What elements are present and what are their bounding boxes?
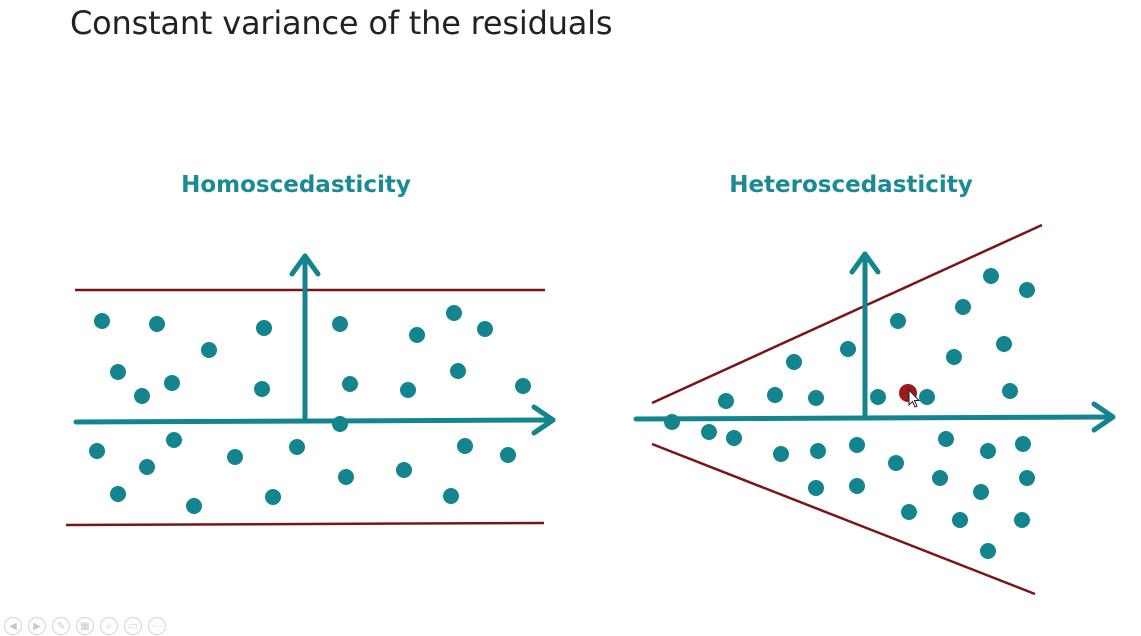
residual-point (89, 443, 105, 459)
y-axis-arrow (289, 253, 321, 424)
residual-point (973, 484, 989, 500)
residual-point (888, 455, 904, 471)
x-axis-arrow (73, 404, 556, 436)
heteroscedasticity-title: Heteroscedasticity (729, 172, 973, 198)
residual-point (938, 431, 954, 447)
residual-point (946, 349, 962, 365)
residual-point (932, 470, 948, 486)
slides-icon[interactable]: ▦ (76, 617, 94, 635)
residual-point (718, 393, 734, 409)
residual-point (186, 498, 202, 514)
heteroscedasticity-diagram (633, 223, 1116, 596)
next-icon[interactable]: ▶ (28, 617, 46, 635)
residual-point (256, 320, 272, 336)
residual-point (443, 488, 459, 504)
residual-point (500, 447, 516, 463)
presenter-toolbar: ◀ ▶ ✎ ▦ ⌕ ▭ ⋯ (0, 616, 166, 636)
residual-point (870, 389, 886, 405)
residual-point (1019, 470, 1035, 486)
residual-point (808, 480, 824, 496)
residual-point (164, 375, 180, 391)
residual-point (996, 336, 1012, 352)
residual-point (515, 378, 531, 394)
pen-icon[interactable]: ✎ (52, 617, 70, 635)
residual-point (265, 489, 281, 505)
residual-point (890, 313, 906, 329)
residual-point (457, 438, 473, 454)
residual-point (338, 469, 354, 485)
residual-point (332, 416, 348, 432)
x-axis-arrow (633, 401, 1116, 433)
residual-point (289, 439, 305, 455)
homoscedasticity-title: Homoscedasticity (181, 172, 411, 198)
residual-point (786, 354, 802, 370)
mouse-cursor-icon (908, 388, 921, 408)
residual-point (955, 299, 971, 315)
residual-point (1019, 282, 1035, 298)
residual-point (332, 316, 348, 332)
residual-point (726, 430, 742, 446)
residual-point (952, 512, 968, 528)
residual-point (980, 443, 996, 459)
residual-point (1015, 436, 1031, 452)
residual-point (400, 382, 416, 398)
more-icon[interactable]: ⋯ (148, 617, 166, 635)
residual-point (139, 459, 155, 475)
residual-point (477, 321, 493, 337)
residual-point (664, 414, 680, 430)
residual-point (767, 387, 783, 403)
residual-point (840, 341, 856, 357)
residual-point (773, 446, 789, 462)
upper-cone-line (651, 223, 1043, 405)
residual-point (808, 390, 824, 406)
residual-point (901, 504, 917, 520)
homoscedasticity-diagram (65, 253, 556, 527)
residual-point (254, 381, 270, 397)
residual-point (110, 486, 126, 502)
residual-point (134, 388, 150, 404)
previous-icon[interactable]: ◀ (4, 617, 22, 635)
residual-point (450, 363, 466, 379)
slide-title: Constant variance of the residuals (70, 4, 613, 42)
residual-point (980, 543, 996, 559)
residual-point (919, 389, 935, 405)
residual-point (1014, 512, 1030, 528)
residual-point (227, 449, 243, 465)
subtitles-icon[interactable]: ▭ (124, 617, 142, 635)
residual-point (446, 305, 462, 321)
residual-point (983, 268, 999, 284)
hetero-residual-points (664, 268, 1035, 559)
lower-band-line (65, 521, 545, 527)
residual-point (701, 424, 717, 440)
homo-residual-points (89, 305, 531, 514)
residual-point (110, 364, 126, 380)
residual-point (849, 478, 865, 494)
zoom-icon[interactable]: ⌕ (100, 617, 118, 635)
y-axis-arrow (849, 251, 881, 421)
residual-point (94, 313, 110, 329)
residual-point (149, 316, 165, 332)
residual-point (396, 462, 412, 478)
residual-point (166, 432, 182, 448)
residual-point (201, 342, 217, 358)
residual-point (810, 443, 826, 459)
residual-point (849, 437, 865, 453)
residual-point (409, 327, 425, 343)
residual-point (342, 376, 358, 392)
residual-point (1002, 383, 1018, 399)
lower-cone-line (651, 442, 1036, 596)
